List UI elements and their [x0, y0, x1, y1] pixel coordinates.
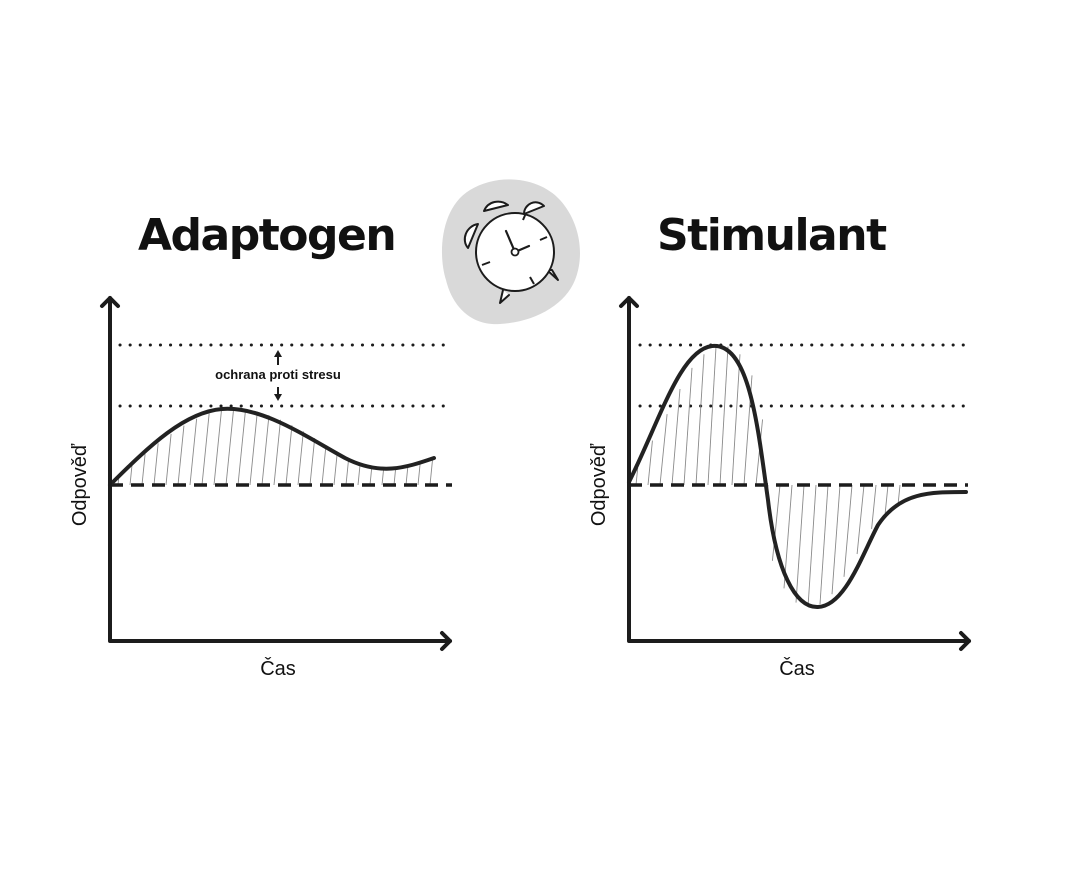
hatch-line — [225, 408, 235, 486]
alarm-clock-icon — [441, 179, 580, 325]
hatch-line — [771, 484, 781, 561]
stimulant-y-label: Odpověď — [588, 443, 610, 526]
hatch-line — [405, 466, 409, 486]
hatch-line — [647, 440, 653, 486]
hatch-line — [381, 468, 385, 486]
stimulant-panel: Stimulant Odpověď Čas — [588, 210, 971, 680]
hatch-line — [417, 463, 421, 486]
hatch-line — [831, 484, 841, 595]
hatch-line — [819, 484, 829, 605]
hatch-line — [393, 468, 397, 486]
stimulant-hatch — [635, 346, 901, 608]
hatch-line — [429, 459, 434, 486]
hatch-line — [189, 418, 198, 486]
adaptogen-curve — [108, 406, 436, 487]
hatch-line — [309, 438, 316, 486]
adaptogen-x-arrow — [440, 631, 452, 651]
adaptogen-y-arrow — [100, 296, 120, 308]
hatch-line — [659, 414, 668, 486]
stimulant-y-arrow — [619, 296, 639, 308]
adaptogen-axes — [108, 296, 452, 643]
stress-protection-label: ochrana proti stresu — [215, 367, 341, 382]
stress-protection-arrows — [274, 350, 282, 401]
hatch-line — [261, 415, 270, 486]
hatch-line — [635, 467, 639, 486]
hatch-line — [345, 458, 350, 486]
hatch-line — [719, 346, 729, 486]
hatch-line — [695, 354, 705, 486]
adaptogen-title: Adaptogen — [138, 210, 395, 261]
hatch-line — [201, 413, 210, 486]
hatch-line — [884, 484, 889, 513]
hatch-line — [213, 410, 222, 486]
hatch-line — [871, 484, 877, 530]
hatch-line — [683, 367, 693, 486]
adaptogen-panel: Adaptogen ochrana proti stresu Odpověď Č… — [69, 210, 454, 680]
stimulant-title: Stimulant — [657, 210, 887, 261]
hatch-line — [285, 425, 293, 486]
hatch-line — [333, 451, 338, 486]
hatch-line — [249, 411, 258, 486]
stimulant-x-arrow — [959, 631, 971, 651]
hatch-line — [807, 484, 817, 608]
adaptogen-x-label: Čas — [260, 657, 296, 680]
hatch-line — [165, 433, 172, 486]
adaptogen-y-label: Odpověď — [69, 443, 91, 526]
adaptogen-hatch — [117, 408, 434, 486]
hatch-line — [129, 465, 133, 486]
hatch-line — [897, 484, 901, 504]
hatch-line — [671, 388, 681, 486]
stimulant-curve — [627, 343, 968, 610]
hatch-line — [357, 463, 361, 486]
hatch-line — [707, 346, 717, 486]
hatch-line — [369, 467, 373, 486]
hatch-line — [153, 443, 159, 486]
stimulant-axes — [627, 296, 971, 643]
hatch-line — [795, 484, 805, 603]
hatch-line — [237, 409, 246, 486]
hatch-line — [321, 444, 327, 486]
hatch-line — [731, 354, 741, 486]
hatch-line — [843, 484, 853, 577]
hatch-line — [177, 425, 185, 486]
stimulant-x-label: Čas — [779, 657, 815, 680]
hatch-line — [856, 484, 865, 555]
hatch-line — [297, 431, 304, 486]
hatch-line — [141, 454, 146, 486]
hatch-line — [273, 419, 281, 486]
